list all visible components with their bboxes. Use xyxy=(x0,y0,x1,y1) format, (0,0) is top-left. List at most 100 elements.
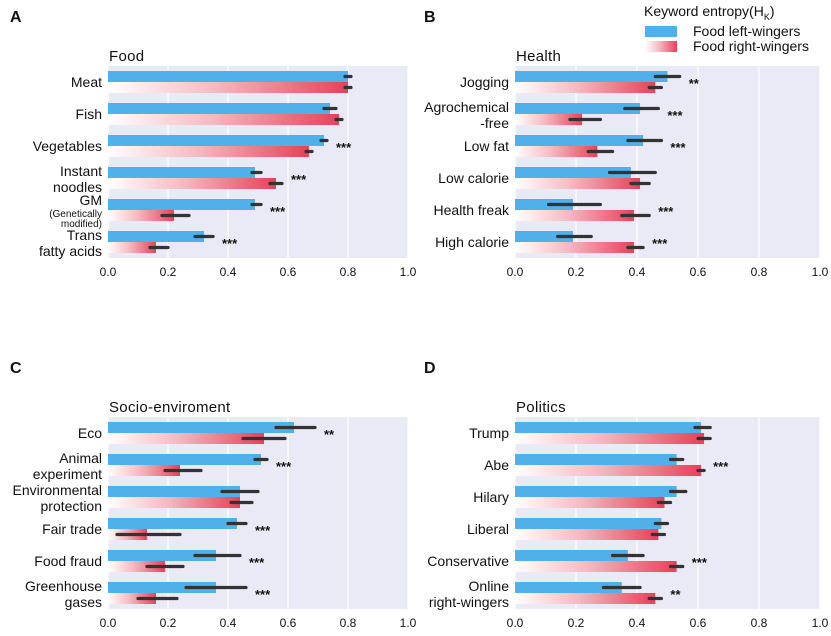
bar-left xyxy=(108,135,324,146)
category-label: Environmental protection xyxy=(13,482,103,514)
x-tick-label: 0.8 xyxy=(751,265,768,279)
bar-left xyxy=(515,454,677,465)
category-5: *** Trans fatty acids xyxy=(39,227,238,259)
category-label: Jogging xyxy=(460,74,509,90)
bar-left xyxy=(108,454,261,465)
category-label-line: Vegetables xyxy=(33,138,102,154)
legend-title-end: ) xyxy=(770,3,775,19)
category-label: Health freak xyxy=(434,202,510,218)
category-label: High calorie xyxy=(435,234,509,250)
category-label-line: Environmental xyxy=(13,482,103,498)
category-label-line: Low calorie xyxy=(438,170,509,186)
significance-marker: *** xyxy=(713,459,729,474)
bar-left xyxy=(108,103,330,114)
category-label-line: Eco xyxy=(78,425,102,441)
x-tick-label: 0.2 xyxy=(160,616,177,630)
x-tick-label: 0.2 xyxy=(160,265,177,279)
category-0: Trump xyxy=(469,422,712,444)
x-tick-label: 0.0 xyxy=(507,265,524,279)
x-tick-label: 0.6 xyxy=(280,616,297,630)
x-tick-label: 1.0 xyxy=(812,616,829,630)
bar-left xyxy=(515,199,573,210)
x-tick-label: 0.8 xyxy=(340,616,357,630)
category-1: *** Agrochemical -free xyxy=(424,99,683,131)
bar-right xyxy=(108,561,165,572)
bar-right xyxy=(108,210,174,221)
category-label-line: (Genetically xyxy=(49,209,102,220)
category-label: GM (Genetically modified) xyxy=(49,192,102,230)
category-label: Fair trade xyxy=(42,521,102,537)
category-label-line: noodles xyxy=(53,179,102,195)
x-tick-label: 1.0 xyxy=(812,265,829,279)
category-5: *** Greenhouse gases xyxy=(25,578,271,610)
bar-left xyxy=(108,550,216,561)
legend-left-swatch xyxy=(645,26,677,37)
category-label-line: Trans xyxy=(67,227,102,243)
significance-marker: *** xyxy=(270,204,286,219)
category-label: Fish xyxy=(76,106,102,122)
bar-left xyxy=(108,199,255,210)
category-label-line: Instant xyxy=(60,163,102,179)
plot-background xyxy=(108,417,408,609)
category-label-line: Jogging xyxy=(460,74,509,90)
x-tick-label: 0.6 xyxy=(690,616,707,630)
category-2: Hilary xyxy=(473,486,688,508)
category-label-line: modified) xyxy=(61,219,102,230)
legend-left-label: Food left-wingers xyxy=(693,23,800,39)
bar-right xyxy=(515,465,702,476)
category-label-line: experiment xyxy=(33,466,102,482)
legend: Keyword entropy(HK) Food left-wingers Fo… xyxy=(644,3,809,54)
category-label: Online right-wingers xyxy=(429,578,509,610)
bar-left xyxy=(515,167,631,178)
category-label: Trump xyxy=(469,425,509,441)
significance-marker: ** xyxy=(689,76,700,91)
category-1: Fish xyxy=(76,103,344,125)
x-tick-label: 0.8 xyxy=(751,616,768,630)
x-tick-label: 0.2 xyxy=(568,616,585,630)
plot-background xyxy=(515,417,820,609)
category-0: ** Eco xyxy=(78,422,335,444)
category-label-line: Food fraud xyxy=(34,553,102,569)
panel-letter-b: B xyxy=(424,9,436,26)
significance-marker: *** xyxy=(249,555,265,570)
category-label: Instant noodles xyxy=(53,163,102,195)
bar-right xyxy=(108,178,276,189)
bar-left xyxy=(108,71,348,82)
significance-marker: *** xyxy=(658,204,674,219)
x-tick-label: 0.4 xyxy=(629,616,646,630)
category-label-line: GM xyxy=(79,192,102,208)
significance-marker: *** xyxy=(670,140,686,155)
x-tick-label: 0.2 xyxy=(568,265,585,279)
category-label-line: High calorie xyxy=(435,234,509,250)
bar-left xyxy=(108,486,240,497)
bar-left xyxy=(108,518,237,529)
category-label-line: Fish xyxy=(76,106,102,122)
category-4: *** Food fraud xyxy=(34,550,265,572)
panel-title: Food xyxy=(109,48,144,65)
significance-marker: *** xyxy=(652,236,668,251)
x-tick-label: 0.0 xyxy=(507,616,524,630)
category-4: *** GM (Genetically modified) xyxy=(49,192,286,230)
category-3: *** Instant noodles xyxy=(53,163,307,195)
category-label-line: Fair trade xyxy=(42,521,102,537)
significance-marker: *** xyxy=(336,140,352,155)
category-label-line: Animal xyxy=(59,450,102,466)
bar-right xyxy=(515,593,656,604)
bar-left xyxy=(108,582,216,593)
bar-left xyxy=(515,103,641,114)
bar-right xyxy=(515,114,583,125)
bar-right xyxy=(108,82,348,93)
category-label: Trans fatty acids xyxy=(39,227,102,259)
bar-right xyxy=(108,593,156,604)
category-label-line: Online xyxy=(469,578,510,594)
significance-marker: *** xyxy=(291,172,307,187)
significance-marker: ** xyxy=(324,427,335,442)
x-tick-label: 0.0 xyxy=(100,265,117,279)
category-2: Environmental protection xyxy=(13,482,260,514)
category-label: Low calorie xyxy=(438,170,509,186)
category-label: Greenhouse gases xyxy=(25,578,102,610)
category-label: Animal experiment xyxy=(33,450,102,482)
bar-right xyxy=(108,242,156,253)
category-label-line: Agrochemical xyxy=(424,99,509,115)
bar-right xyxy=(515,561,677,572)
